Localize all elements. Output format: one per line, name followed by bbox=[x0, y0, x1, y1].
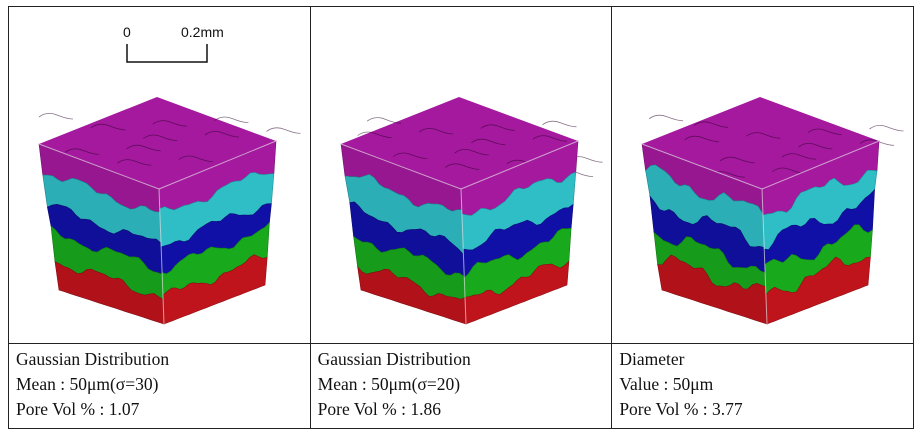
caption-line: Gaussian Distribution bbox=[16, 349, 170, 369]
cube-edge bbox=[762, 140, 880, 190]
grain-boundary bbox=[392, 152, 427, 159]
panel-1-image: 0 0.2mm bbox=[8, 6, 311, 344]
grain-boundary bbox=[116, 159, 152, 166]
image-row: 0 0.2mm bbox=[8, 6, 914, 344]
caption-line: Pore Vol % : 3.77 bbox=[619, 399, 743, 419]
caption-line: Value : 50μm bbox=[619, 374, 714, 394]
grain-boundary bbox=[649, 114, 684, 122]
caption-line: Pore Vol % : 1.07 bbox=[16, 399, 140, 419]
grain-boundary bbox=[684, 135, 719, 143]
scale-bar-end-label: 0.2mm bbox=[181, 24, 224, 40]
grain-boundary bbox=[532, 135, 567, 142]
panel-2-image bbox=[309, 6, 613, 344]
cube-1 bbox=[38, 97, 301, 325]
grain-boundary bbox=[204, 131, 239, 138]
grain-boundary bbox=[178, 155, 213, 162]
grain-boundary bbox=[64, 148, 100, 155]
grain-boundary bbox=[798, 143, 833, 150]
scale-bar-start-label: 0 bbox=[123, 24, 131, 40]
grain-boundary bbox=[694, 121, 729, 128]
cube-2 bbox=[340, 97, 603, 325]
grain-boundary bbox=[470, 138, 506, 146]
panel-2-caption: Gaussian Distribution Mean : 50μm(σ=20) … bbox=[309, 343, 613, 429]
grain-boundary bbox=[266, 127, 301, 134]
scale-bar: 0 0.2mm bbox=[105, 22, 245, 72]
caption-line: Pore Vol % : 1.86 bbox=[317, 399, 441, 419]
layer-band bbox=[464, 260, 569, 325]
scale-bar-line bbox=[126, 44, 208, 63]
caption-row: Gaussian Distribution Mean : 50μm(σ=30) … bbox=[8, 343, 914, 429]
grain-boundary bbox=[720, 156, 755, 164]
panel-1-caption: Gaussian Distribution Mean : 50μm(σ=30) … bbox=[8, 343, 311, 429]
grain-boundary bbox=[152, 120, 187, 127]
grain-boundary bbox=[366, 117, 401, 124]
caption-line: Mean : 50μm(σ=30) bbox=[16, 374, 159, 394]
grain-boundary bbox=[126, 144, 161, 152]
caption-line: Gaussian Distribution bbox=[317, 349, 471, 369]
grain-boundary bbox=[38, 113, 74, 120]
cube-3 bbox=[641, 97, 904, 325]
layer-band bbox=[162, 254, 268, 325]
grain-boundary bbox=[807, 128, 843, 135]
grain-boundary bbox=[214, 116, 249, 123]
caption-line: Mean : 50μm(σ=20) bbox=[317, 374, 461, 394]
panel-3-image bbox=[611, 6, 914, 344]
grain-boundary bbox=[454, 149, 489, 156]
layer-band bbox=[765, 256, 872, 325]
figure-table: 0 0.2mm Gaussian Distribution Mean : 50μ… bbox=[8, 6, 914, 429]
grain-boundary bbox=[541, 120, 577, 128]
cube-edge bbox=[158, 140, 277, 190]
grain-boundary bbox=[143, 134, 178, 141]
grain-boundary bbox=[781, 153, 817, 160]
grain-boundary bbox=[869, 125, 904, 132]
panel-3-caption: Diameter Value : 50μm Pore Vol % : 3.77 bbox=[611, 343, 914, 429]
grain-boundary bbox=[746, 132, 781, 139]
grain-boundary bbox=[418, 128, 453, 135]
grain-boundary bbox=[480, 124, 515, 131]
cube-edge bbox=[460, 140, 578, 190]
grain-boundary bbox=[90, 123, 126, 131]
caption-line: Diameter bbox=[619, 349, 685, 369]
grain-boundary bbox=[444, 163, 479, 170]
grain-boundary bbox=[357, 131, 392, 138]
